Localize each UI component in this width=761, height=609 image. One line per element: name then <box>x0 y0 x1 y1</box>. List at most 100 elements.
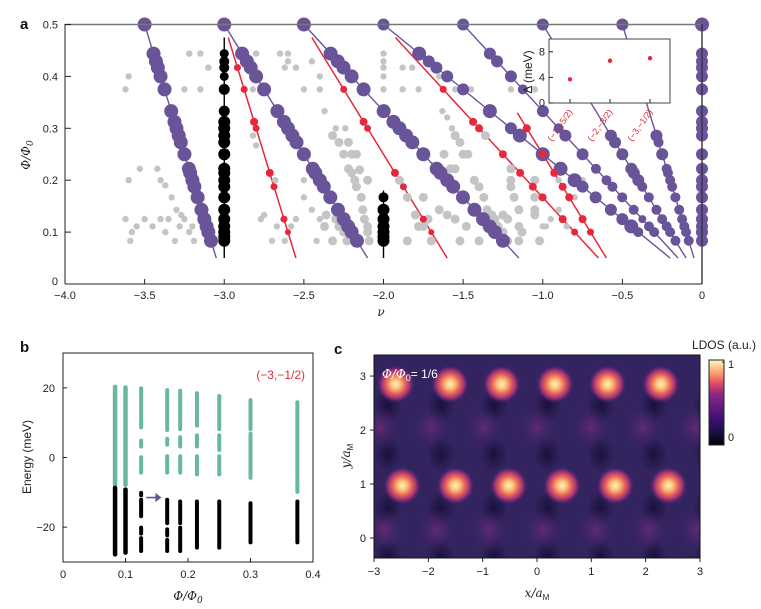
gray-point <box>122 215 129 223</box>
gray-point <box>410 210 420 220</box>
point-purple-(-1,-3) <box>153 69 168 84</box>
gray-point <box>356 192 366 202</box>
panel-c-y-ticks: 0 1 2 3 <box>360 371 374 545</box>
gray-point <box>321 107 328 115</box>
gray-point <box>414 221 424 231</box>
panel-a-label: a <box>20 16 29 33</box>
gray-point <box>467 86 475 93</box>
point-black-(0,-3) <box>218 203 231 216</box>
gray-point <box>292 64 300 71</box>
inset-point <box>567 77 573 82</box>
black-level-band <box>178 525 183 554</box>
gray-point <box>249 86 257 93</box>
gray-point <box>257 215 265 223</box>
black-level-band <box>139 525 144 536</box>
green-level-band <box>139 438 144 449</box>
point-purple-(-4,0) <box>412 46 427 61</box>
point-red-(-1,-5/2) <box>233 64 241 72</box>
heatmap-weak-peak <box>677 507 700 552</box>
black-level-band <box>178 499 183 526</box>
point-purple-(-3,-1) <box>495 233 510 248</box>
heatmap-peak <box>383 466 422 505</box>
heatmap-weak-peak <box>374 507 405 552</box>
gray-point <box>380 50 387 57</box>
gray-point <box>448 125 456 132</box>
heatmap-weak-peak <box>575 507 616 552</box>
heatmap-peak <box>489 466 528 505</box>
x-tick-label: −0.5 <box>612 290 634 302</box>
panel-c-y-label: y/aM <box>339 443 355 469</box>
gray-point <box>157 215 164 223</box>
gray-point <box>402 236 412 246</box>
point-black-(0,-3) <box>218 83 230 95</box>
gray-point <box>455 236 465 246</box>
point-purple-(-3,-1) <box>344 69 359 84</box>
panel-b-arrow-icon <box>146 492 162 503</box>
gray-point <box>342 125 349 132</box>
heatmap-peaks <box>376 365 688 505</box>
heatmap-peak <box>542 466 581 505</box>
black-level-band <box>165 497 170 526</box>
black-level-band <box>194 499 199 550</box>
point-purple-(-1,-3) <box>173 135 188 150</box>
point-red-(-3,-1/2) <box>498 150 507 159</box>
point-purple-(-4,0) <box>604 203 617 216</box>
gray-point <box>363 175 373 185</box>
point-black-(0,-3) <box>219 62 230 73</box>
gray-point <box>320 221 330 231</box>
gray-point <box>469 175 479 185</box>
gray-point <box>506 164 516 174</box>
gray-point <box>450 214 460 224</box>
gray-point <box>364 236 374 246</box>
heatmap-weak-peak <box>674 405 700 450</box>
gray-point <box>555 206 562 213</box>
point-purple-(-3,0) <box>601 175 612 186</box>
panel-b-points <box>112 384 300 557</box>
point-purple-(-3,-1) <box>467 202 482 217</box>
gray-point <box>498 210 508 220</box>
heatmap-weak-peak <box>411 405 452 450</box>
point-purple-(-1,0) <box>670 192 681 203</box>
panel-c-label: c <box>334 341 342 358</box>
panel-c-x-ticks: −3 −2 −1 0 1 2 3 <box>368 558 703 578</box>
inset-y-tick-label: 0 <box>539 98 545 110</box>
point-purple-(-3,0) <box>617 192 628 203</box>
point-red-(-2,-3/2) <box>428 229 435 236</box>
gray-point <box>313 237 320 245</box>
gray-point <box>380 73 387 80</box>
gray-point <box>439 149 449 159</box>
x-tick-label: −3.0 <box>213 290 235 302</box>
point-purple-(-2,-2) <box>257 82 272 97</box>
point-red-(-2,-1/2) <box>538 150 547 159</box>
y-tick-label: 0 <box>360 533 366 545</box>
heatmap-peak <box>641 365 680 404</box>
gray-point <box>141 215 148 223</box>
gray-point <box>474 236 484 246</box>
panel-a-y-label-sub: 0 <box>26 140 36 146</box>
gray-point <box>268 237 276 245</box>
x-tick-label: 0.4 <box>305 569 320 581</box>
green-level-band <box>194 454 199 477</box>
gray-point <box>339 149 349 159</box>
inset-point <box>647 56 653 61</box>
heatmap-weak-peak <box>622 405 663 450</box>
point-purple-(-3,-1) <box>356 82 371 97</box>
gray-point <box>181 86 188 93</box>
x-tick-label: −2.5 <box>293 290 315 302</box>
point-purple-(-4,0) <box>616 213 629 226</box>
point-red-(-2,-3/2) <box>399 183 407 191</box>
black-level-band <box>217 499 222 550</box>
point-purple-(-1,-3) <box>203 233 218 248</box>
point-purple-(-3,-1) <box>446 179 461 194</box>
inset-y-ticks: 0 4 8 <box>539 46 553 110</box>
gray-point <box>451 86 459 93</box>
heatmap-weak-peak <box>570 405 611 450</box>
heatmap-weak-peak <box>416 507 457 552</box>
gray-point <box>308 58 316 65</box>
point-purple-(-4,0) <box>589 191 602 204</box>
gray-point <box>506 182 516 192</box>
gray-point <box>171 237 179 245</box>
black-level-band <box>165 537 170 554</box>
point-purple-(-2,-2) <box>296 147 311 162</box>
point-red-(-2,-1/2) <box>565 193 574 202</box>
